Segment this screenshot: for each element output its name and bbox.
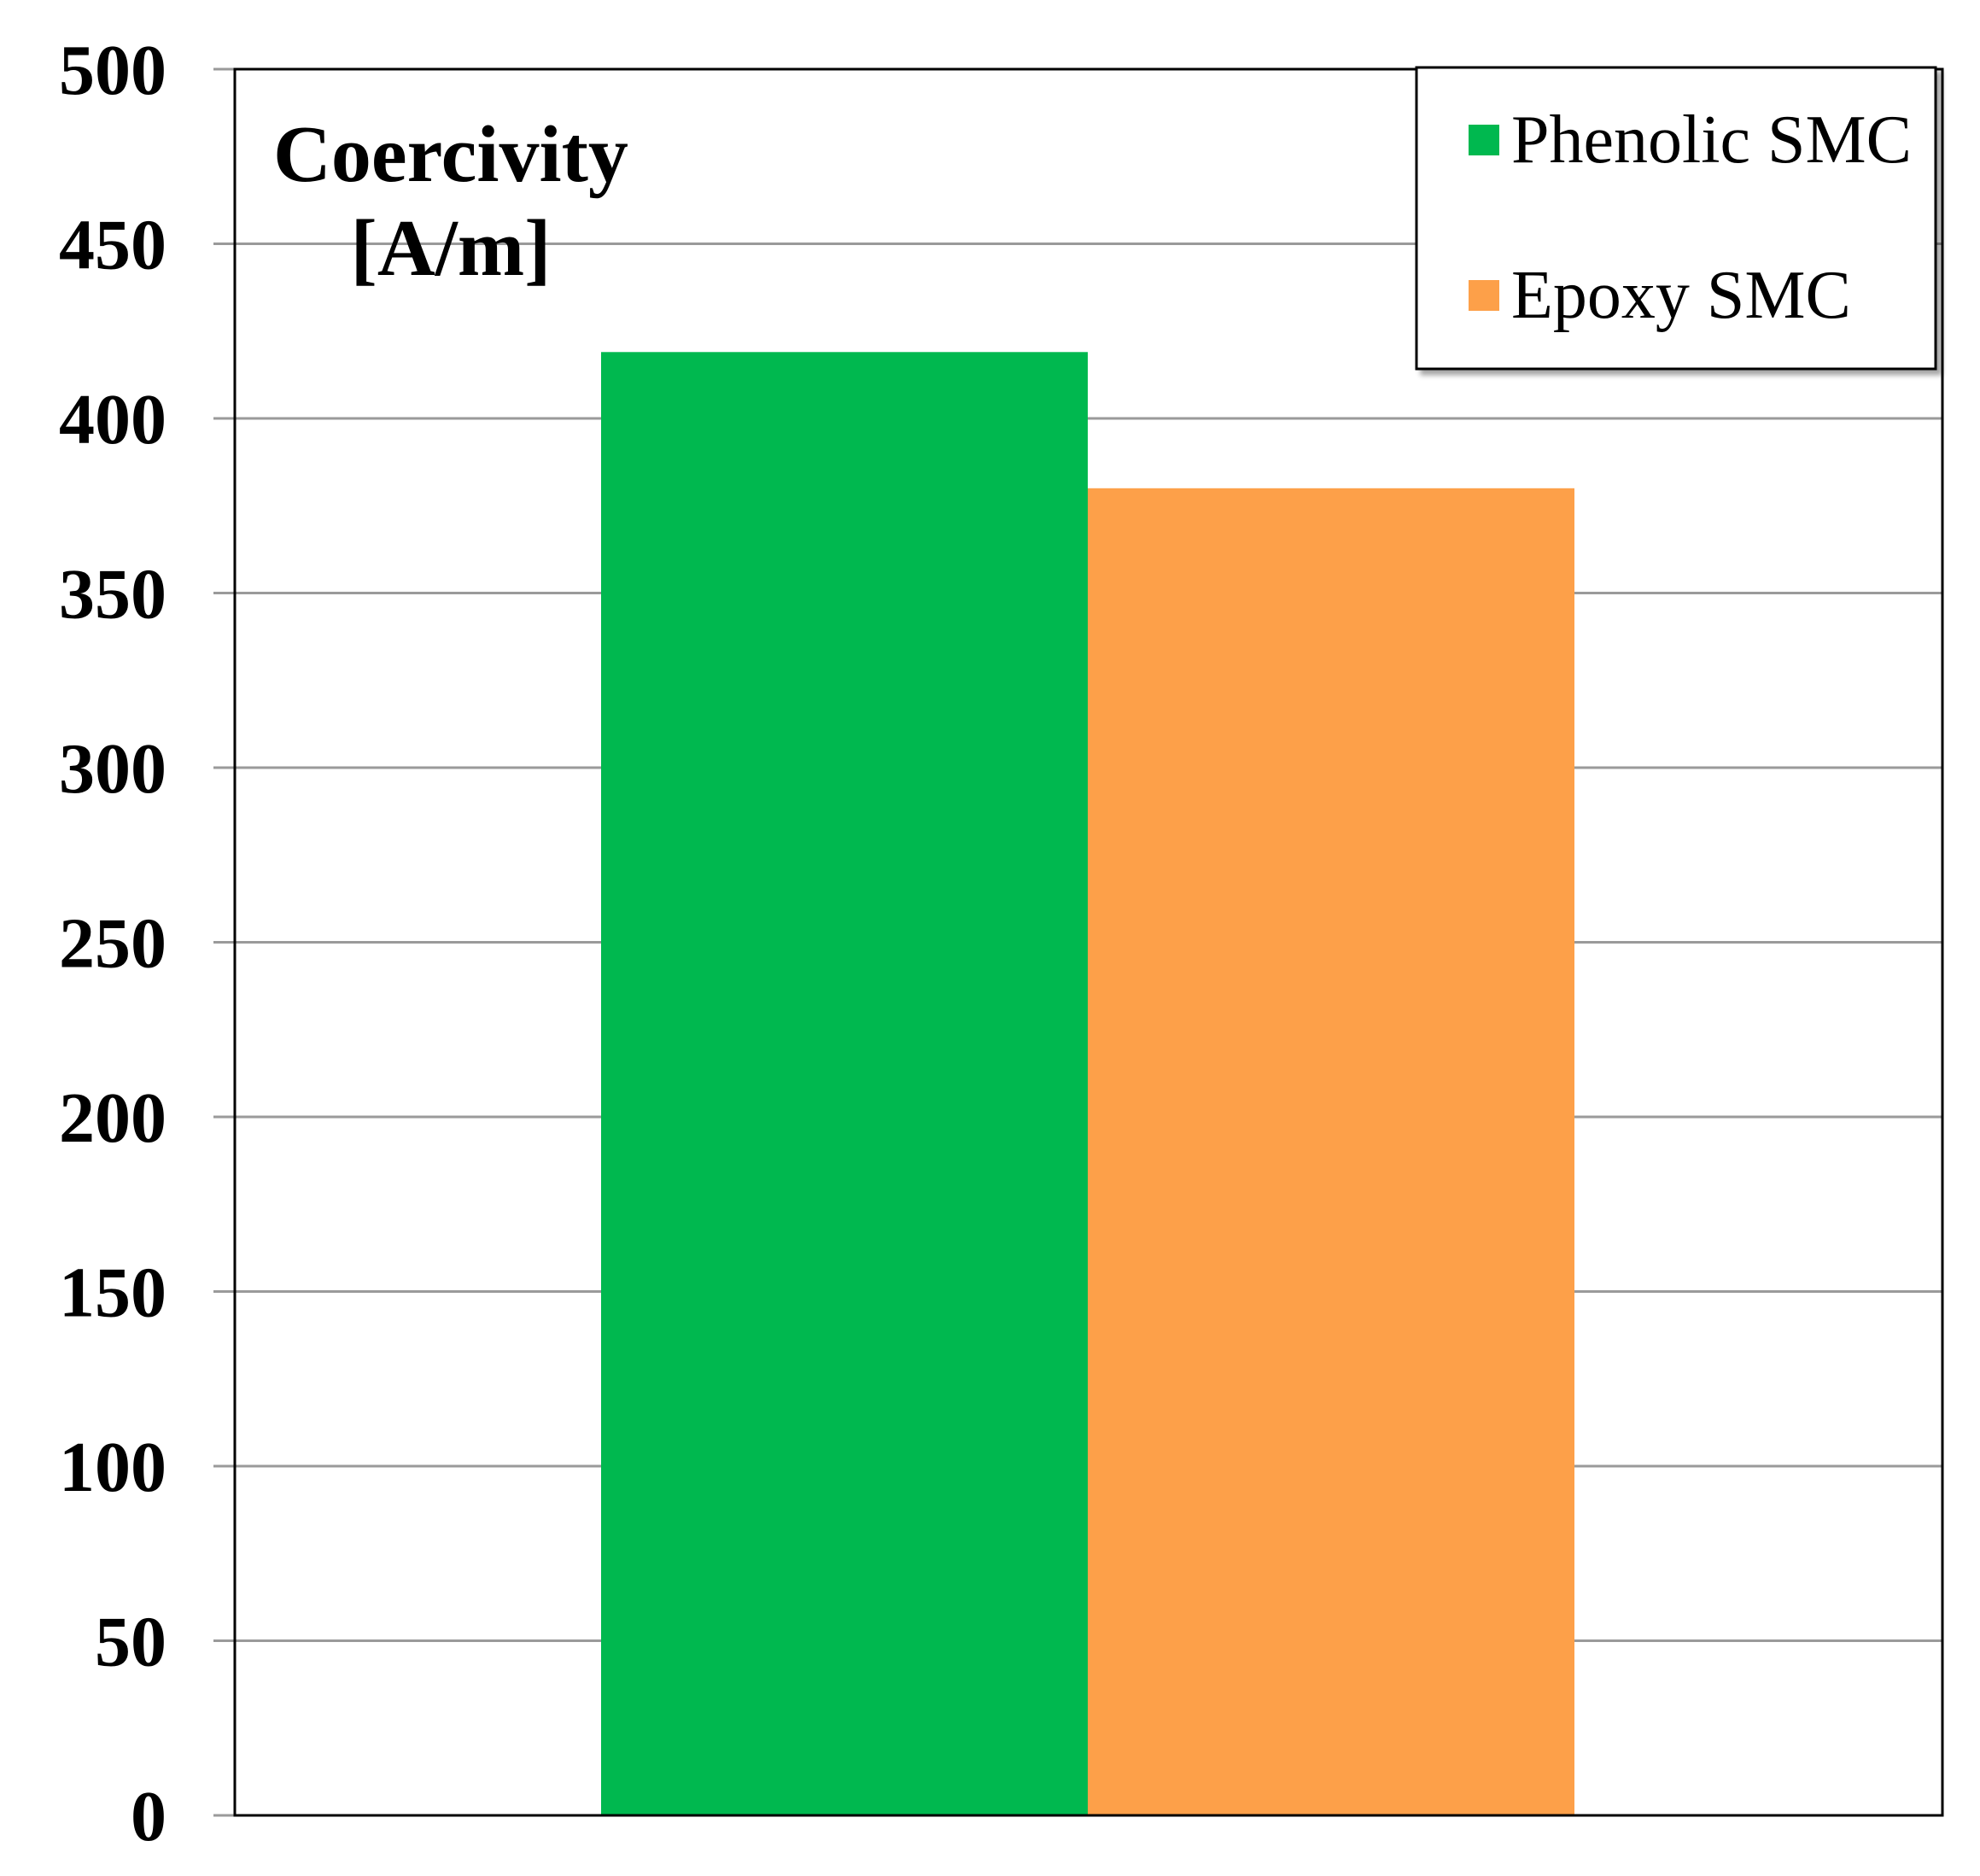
y-tick-label: 150	[59, 1254, 166, 1333]
y-tick-label: 400	[59, 380, 166, 459]
legend-label-epoxy: Epoxy SMC	[1511, 258, 1851, 333]
legend-box	[1415, 66, 1937, 371]
y-tick-label: 300	[59, 729, 166, 809]
bar-epoxy-smc	[1088, 488, 1574, 1815]
chart-title-line-2: [A/m]	[351, 204, 552, 293]
y-tick-label: 500	[59, 31, 166, 110]
y-tick-label: 350	[59, 555, 166, 634]
y-tick-label: 250	[59, 904, 166, 984]
y-tick-label: 100	[59, 1428, 166, 1507]
y-axis: 0 50 100 150 200 250 300 350 400 450 500	[59, 31, 235, 1856]
legend-label-phenolic: Phenolic SMC	[1511, 102, 1912, 178]
y-tick-label: 200	[59, 1078, 166, 1158]
y-tick-label: 50	[95, 1603, 166, 1682]
plot-area-border	[233, 67, 1944, 1817]
chart-title: Coercivity [A/m]	[273, 110, 628, 293]
legend-swatch-phenolic	[1469, 125, 1499, 155]
legend-swatch-epoxy	[1469, 280, 1499, 311]
chart-title-line-1: Coercivity	[273, 110, 628, 199]
bar-phenolic-smc	[601, 352, 1088, 1815]
legend: Phenolic SMC Epoxy SMC	[1415, 66, 1937, 371]
bars	[601, 352, 1574, 1815]
y-tick-label: 0	[131, 1777, 166, 1856]
y-tick-label: 450	[59, 206, 166, 285]
